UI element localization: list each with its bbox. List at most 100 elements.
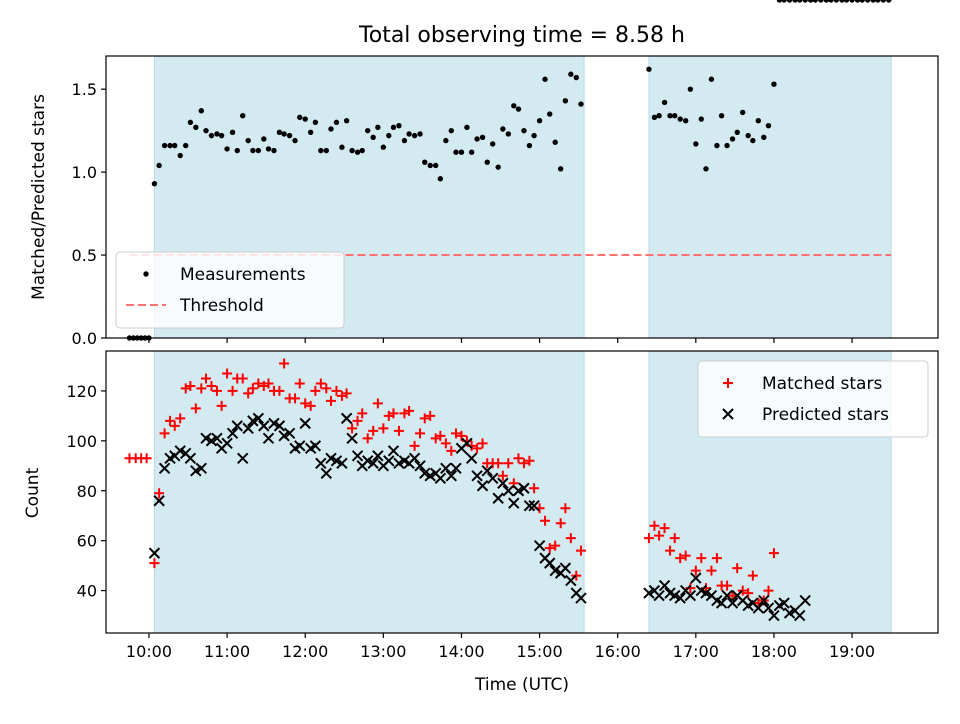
data-point [216, 400, 227, 411]
data-point [273, 420, 286, 432]
data-point [240, 113, 246, 119]
data-point [263, 378, 274, 389]
data-point [839, 0, 845, 3]
series-measurements [126, 0, 892, 341]
data-point [562, 98, 569, 104]
data-point [336, 457, 348, 470]
data-point [575, 592, 587, 604]
data-point [698, 116, 704, 122]
data-point [340, 412, 353, 425]
legend-label: Predicted stars [762, 405, 889, 425]
data-point [536, 117, 543, 124]
data-point [214, 131, 220, 137]
axes-frame [105, 55, 939, 339]
data-point [437, 176, 444, 182]
data-point [823, 0, 829, 3]
x-axis-label: Time (UTC) [474, 675, 569, 695]
data-point [346, 432, 358, 445]
data-point [341, 388, 352, 399]
data-point [323, 147, 330, 154]
data-point [229, 129, 236, 136]
series-predicted-stars [149, 412, 811, 622]
data-point [458, 149, 465, 155]
data-point [750, 137, 756, 144]
data-point [708, 76, 715, 82]
data-point [555, 518, 566, 529]
data-point [312, 119, 319, 126]
data-point [690, 572, 702, 584]
data-point [559, 562, 572, 574]
data-point [393, 425, 404, 436]
data-point [224, 146, 230, 152]
data-point [208, 132, 215, 139]
data-point [875, 0, 881, 3]
data-point [258, 420, 270, 432]
data-point [357, 408, 368, 419]
data-point [726, 597, 739, 609]
data-point [315, 378, 326, 389]
y-tick-label: 80 [77, 482, 97, 501]
data-point [557, 166, 564, 172]
data-point [849, 0, 855, 3]
data-point [432, 162, 439, 169]
data-point [422, 159, 428, 165]
axes-frame [105, 350, 939, 634]
data-point [505, 131, 512, 137]
data-point [195, 462, 208, 474]
data-point [667, 113, 673, 119]
data-point [503, 458, 514, 469]
data-point [484, 159, 490, 165]
data-point [515, 106, 522, 112]
data-point [343, 117, 350, 124]
data-point [378, 423, 389, 434]
data-point [156, 162, 162, 169]
data-point [211, 432, 223, 445]
data-point [674, 592, 686, 604]
data-point [227, 385, 238, 396]
data-point [309, 440, 322, 452]
data-point [448, 127, 454, 134]
data-point [445, 470, 458, 482]
data-point [526, 142, 533, 149]
data-point [352, 415, 363, 426]
data-point [218, 132, 225, 139]
data-point [737, 585, 748, 596]
data-point [159, 428, 170, 439]
data-point [434, 472, 447, 484]
data-point [739, 109, 746, 116]
data-point [184, 452, 197, 465]
data-point [729, 136, 736, 142]
data-point [409, 440, 420, 451]
data-point [153, 495, 165, 507]
data-point [292, 137, 298, 144]
legend: Measurements Threshold [115, 251, 345, 329]
data-point [711, 553, 722, 564]
data-point [703, 166, 709, 172]
data-point [185, 380, 196, 391]
data-point [656, 113, 662, 119]
data-point [425, 410, 436, 421]
data-point [271, 147, 277, 154]
data-point [154, 488, 165, 499]
data-point [372, 398, 383, 409]
data-point [380, 144, 387, 150]
data-point [406, 131, 412, 137]
y-tick-label: 0.0 [72, 329, 97, 348]
x-tick-label: 12:00 [282, 642, 328, 661]
data-point [262, 432, 275, 445]
data-point [477, 438, 488, 449]
data-point [294, 440, 306, 452]
data-point [786, 0, 793, 3]
data-point [486, 472, 499, 484]
data-point [693, 141, 699, 147]
data-point [401, 137, 408, 144]
y-tick-label: 40 [77, 582, 97, 601]
x-tick-label: 14:00 [438, 642, 484, 661]
data-point [578, 101, 584, 107]
data-point [450, 462, 462, 474]
data-point [724, 142, 730, 149]
data-point [419, 413, 430, 424]
data-point [675, 553, 686, 564]
data-point [481, 465, 493, 477]
